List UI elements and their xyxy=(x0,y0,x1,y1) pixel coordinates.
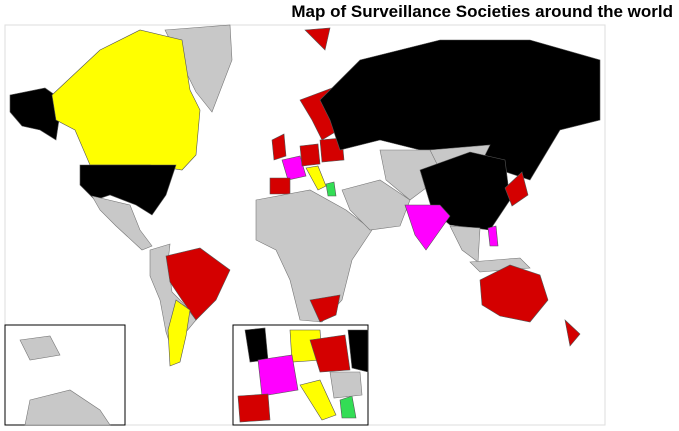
svalbard xyxy=(304,27,331,51)
inset-land xyxy=(19,335,61,361)
inset-land xyxy=(329,371,363,399)
map-title: Map of Surveillance Societies around the… xyxy=(291,2,673,21)
alaska xyxy=(9,87,63,141)
central-america xyxy=(91,195,153,251)
inset-land xyxy=(24,389,111,426)
inset-russia xyxy=(347,329,369,373)
south-africa xyxy=(309,294,341,323)
inset-germany xyxy=(309,334,351,373)
inset-spain xyxy=(237,393,271,423)
russia xyxy=(319,39,601,181)
usa xyxy=(79,164,177,216)
japan xyxy=(504,171,529,207)
middle-east xyxy=(341,179,411,231)
new-zealand xyxy=(564,319,581,347)
inset-france xyxy=(257,354,299,397)
germany xyxy=(299,143,321,167)
philippines xyxy=(487,225,499,247)
spain xyxy=(269,177,291,195)
inset-italy xyxy=(299,379,337,421)
india xyxy=(404,204,451,251)
canada xyxy=(51,29,201,171)
brazil xyxy=(165,247,231,321)
france xyxy=(281,155,307,181)
argentina xyxy=(167,299,191,367)
inset-greece xyxy=(339,395,357,419)
australia xyxy=(479,264,549,323)
greece xyxy=(325,181,337,197)
italy xyxy=(305,165,327,191)
uk xyxy=(271,133,287,161)
